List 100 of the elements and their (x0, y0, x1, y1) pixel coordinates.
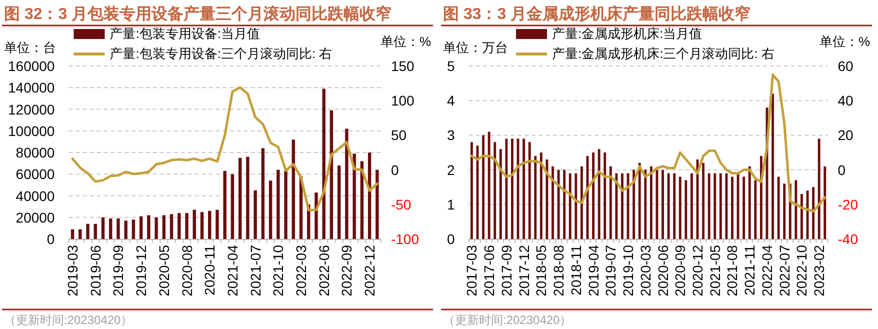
y-axis-title: 单位：万台 (443, 40, 508, 55)
bar (638, 162, 641, 239)
y-tick-label: 1 (447, 196, 455, 212)
bar (568, 173, 572, 239)
bar (678, 176, 682, 239)
bar (731, 176, 734, 239)
bar (261, 148, 265, 239)
bar (109, 218, 112, 239)
bar (488, 132, 490, 239)
bar (482, 135, 484, 239)
y2-tick-label: -20 (838, 196, 858, 212)
y2-tick-label: 50 (390, 127, 407, 144)
y-tick-label: 2 (447, 162, 455, 178)
bar (742, 176, 746, 239)
y-tick-label: 5 (447, 58, 455, 74)
bar (690, 173, 693, 239)
bar (470, 142, 473, 239)
y-tick-label: 0 (447, 231, 455, 247)
x-tick-label: 2022-04 (758, 244, 775, 296)
bar (546, 159, 548, 239)
bar (794, 180, 798, 239)
title: 图 32：3 月包装专用设备产量三个月滚动同比跌幅收窄 (4, 6, 392, 23)
bar (376, 170, 379, 239)
y2-axis-title: 单位：% (819, 34, 870, 49)
x-tick-label: 2017-12 (516, 244, 532, 296)
y2-tick-label: -50 (390, 196, 412, 212)
x-tick-label: 2021-10 (270, 244, 286, 296)
y-tick-label: 160000 (8, 58, 55, 74)
x-tick-label: 2021-07 (247, 244, 264, 296)
bar (644, 170, 647, 239)
bar (208, 210, 212, 239)
y2-tick-label: 20 (838, 127, 854, 144)
bar (708, 173, 710, 239)
title: 图 33：3 月金属成形机床产量同比跌幅收窄 (443, 6, 751, 23)
bar (162, 215, 166, 239)
x-tick-label: 2019-06 (87, 244, 104, 296)
legend-item: 产量:包装专用设备:三个月滚动同比: 右 (74, 46, 332, 61)
y2-tick-label: -40 (838, 231, 858, 247)
bar (276, 170, 280, 239)
y-tick-label: 140000 (8, 80, 55, 96)
legend-label: 产量:包装专用设备:当月值 (110, 26, 260, 41)
bar (292, 140, 295, 239)
y2-tick-label: 0 (390, 162, 399, 178)
y-tick-label: 40000 (16, 188, 55, 204)
bar (522, 138, 526, 239)
bar (246, 156, 250, 239)
x-tick-label: 2023-02 (811, 244, 828, 296)
bar (777, 176, 780, 239)
bar (719, 173, 722, 239)
x-tick-label: 2022-06 (316, 244, 332, 296)
bar (615, 173, 618, 239)
bar (824, 166, 826, 239)
bar (124, 220, 128, 239)
bar (238, 158, 242, 239)
bar (337, 165, 341, 239)
bar (185, 213, 188, 239)
bar (557, 170, 560, 239)
bar (580, 166, 583, 239)
x-tick-label: 2019-10 (620, 244, 636, 296)
bar (139, 216, 143, 239)
bar (621, 173, 624, 239)
bar (101, 217, 105, 239)
y-tick-label: 0 (46, 231, 55, 247)
x-tick-label: 2022-09 (338, 244, 355, 296)
bar (574, 173, 578, 239)
x-tick-label: 2020-12 (689, 244, 706, 296)
x-tick-label: 2020-06 (654, 244, 671, 296)
x-tick-label: 2018-05 (533, 244, 550, 296)
bar (725, 173, 728, 239)
legend-item: 产量:金属成形机床:当月值 (516, 26, 702, 41)
bar (800, 194, 803, 239)
bar (499, 149, 502, 239)
bar (632, 170, 636, 239)
x-tick-label: 2021-08 (724, 244, 740, 296)
x-tick-label: 2022-10 (794, 244, 810, 296)
bar (154, 217, 158, 239)
bar (132, 220, 136, 239)
y-tick-label: 60000 (16, 166, 55, 182)
bar (70, 229, 74, 239)
y-tick-label: 80000 (16, 144, 55, 160)
bar (563, 170, 566, 239)
bar (528, 142, 531, 239)
y2-tick-label: 40 (838, 92, 854, 109)
x-tick-label: 2019-09 (110, 244, 126, 296)
bar (754, 180, 757, 239)
x-tick-label: 2019-04 (585, 244, 602, 296)
bar (667, 173, 670, 239)
bar (748, 166, 751, 239)
bar (116, 218, 120, 239)
bar (170, 214, 174, 239)
x-tick-label: 2017-06 (481, 244, 498, 296)
x-tick-label: 2020-08 (178, 244, 195, 296)
x-tick-label: 2022-12 (362, 244, 378, 296)
legend-item: 产量:包装专用设备:当月值 (74, 26, 260, 41)
bar (540, 152, 542, 239)
bar (147, 215, 150, 239)
y2-tick-label: 0 (838, 162, 846, 178)
legend-label: 产量:金属成形机床:当月值 (552, 26, 702, 41)
y-tick-label: 20000 (16, 209, 55, 226)
bar (94, 224, 97, 239)
